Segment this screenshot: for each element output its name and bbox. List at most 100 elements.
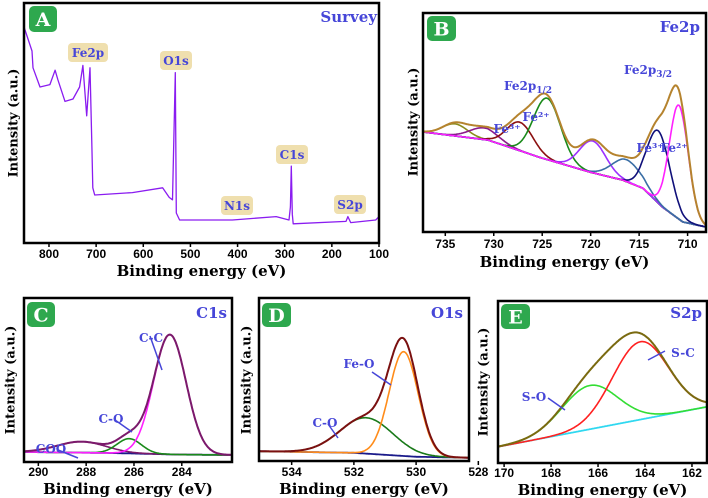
x-axis-label: Binding energy (eV) xyxy=(480,253,650,271)
plot-frame xyxy=(496,299,708,465)
peak-label-feo: Fe-O xyxy=(344,357,375,371)
peak-label-badge xyxy=(221,196,253,215)
envelope-line xyxy=(259,336,469,459)
plot-area xyxy=(24,333,232,456)
x-tick-label: 730 xyxy=(484,237,504,251)
x-tick-label: 534 xyxy=(282,465,302,479)
fit-peak-fe2-2p3-2 xyxy=(423,104,706,226)
panel-letter: E xyxy=(508,307,522,329)
envelope-line xyxy=(24,333,232,456)
annotation-leader-line xyxy=(371,371,392,386)
x-tick-label: 715 xyxy=(629,237,649,251)
y-axis-label: Intensity (a.u.) xyxy=(407,68,422,177)
peak-label-cc: C-C xyxy=(139,331,163,345)
plot-frame xyxy=(22,1,381,245)
x-tick-label: 164 xyxy=(635,466,655,480)
annotation-leader-line xyxy=(57,449,79,459)
y-axis-label: Intensity (a.u.) xyxy=(4,326,19,435)
peak-label-coo: COO xyxy=(36,442,66,456)
peak-label-fe3a: Fe³⁺ xyxy=(493,122,520,136)
peak-label-badge xyxy=(68,43,108,62)
x-tick-label: 300 xyxy=(275,247,295,261)
x-tick-label: 288 xyxy=(76,465,96,479)
x-tick-label: 720 xyxy=(581,237,601,251)
plot-area xyxy=(423,84,706,228)
x-tick-label: 500 xyxy=(180,247,200,261)
peak-label-p32: Fe2p3/2 xyxy=(624,63,672,80)
panel-title: O1s xyxy=(431,304,463,322)
peak-label-co: C-O xyxy=(99,412,124,426)
x-tick-label: 100 xyxy=(369,247,389,261)
panel-letter: D xyxy=(268,305,284,327)
annotation-leader-line xyxy=(647,350,666,361)
panel-letter-badge xyxy=(29,6,57,32)
envelope-line xyxy=(423,84,706,226)
plot-area xyxy=(498,331,707,448)
plot-area xyxy=(259,336,469,459)
peak-label-badge xyxy=(334,195,366,214)
x-tick-label: 170 xyxy=(494,466,514,480)
peak-label-fe2a: Fe²⁺ xyxy=(522,110,549,124)
panel-title: Survey xyxy=(320,8,378,26)
panel-letter-badge xyxy=(262,303,291,327)
peak-label-badge xyxy=(160,51,192,70)
peak-label-fe3b: Fe³⁺ xyxy=(636,141,663,155)
plot-frame xyxy=(22,296,234,464)
x-tick-label: 530 xyxy=(406,465,426,479)
y-axis-label: Intensity (a.u.) xyxy=(240,326,255,435)
x-tick-label: 286 xyxy=(124,465,144,479)
panel-title: C1s xyxy=(196,304,227,322)
x-tick-label: 166 xyxy=(588,466,608,480)
peak-label-subscript: 3/2 xyxy=(656,70,672,80)
x-axis-label: Binding energy (eV) xyxy=(518,481,688,498)
peak-label-s2p: S2p xyxy=(337,198,362,212)
peak-label-o1s: O1s xyxy=(163,54,189,68)
panel-a: 800 700 600 500 400 300 200 100 Binding energy (… xyxy=(7,1,389,280)
panel-title: Fe2p xyxy=(660,18,700,36)
x-tick-label: 800 xyxy=(39,247,59,261)
peak-label-p12: Fe2p1/2 xyxy=(504,79,552,96)
panel-letter-badge xyxy=(427,16,456,41)
x-axis-label: Binding energy (eV) xyxy=(43,480,213,498)
panel-letter: C xyxy=(33,305,48,327)
peak-label-n1s: N1s xyxy=(224,199,250,213)
peak-label-sc: S-C xyxy=(671,346,695,360)
peak-label-so: S-O xyxy=(522,390,547,404)
annotation-leader-line xyxy=(149,335,163,371)
peak-label-c1s: C1s xyxy=(280,148,305,162)
x-axis-label: Binding energy (eV) xyxy=(279,480,449,498)
annotation-leader-line xyxy=(547,397,566,411)
x-tick-label: 200 xyxy=(322,247,342,261)
panel-d: 534 532 530 528 Binding energy (eV) Intensity… xyxy=(240,296,489,498)
panel-letter: B xyxy=(433,19,449,41)
panel-title: S2p xyxy=(670,304,702,322)
y-axis-label: Intensity (a.u.) xyxy=(7,69,22,178)
annotation-leader-line xyxy=(327,423,339,439)
peak-label-co: C-O xyxy=(313,416,338,430)
annotation-leader-line xyxy=(114,419,133,433)
survey-spectrum-line xyxy=(24,26,379,225)
envelope-line xyxy=(498,331,707,448)
x-tick-label: 290 xyxy=(28,465,48,479)
panel-letter: A xyxy=(35,9,51,31)
plot-area xyxy=(24,26,379,225)
peak-label-fe2b: Fe²⁺ xyxy=(660,141,687,155)
panel-letter-badge xyxy=(501,304,530,329)
plot-frame xyxy=(421,11,708,234)
x-tick-label: 400 xyxy=(228,247,248,261)
x-tick-label: 284 xyxy=(172,465,192,479)
panel-b: 735 730 725 720 715 710 Binding energy (eV) Int… xyxy=(407,11,708,271)
x-tick-label: 600 xyxy=(133,247,153,261)
plot-frame xyxy=(257,296,471,463)
x-tick-label: 735 xyxy=(435,237,455,251)
x-tick-label: 528 xyxy=(468,465,488,479)
x-tick-label: 162 xyxy=(682,466,702,480)
peak-label-subscript: 1/2 xyxy=(536,86,552,96)
peak-label-fe2p: Fe2p xyxy=(72,46,104,60)
peak-label-badge xyxy=(276,145,308,164)
x-tick-label: 532 xyxy=(344,465,364,479)
x-tick-label: 700 xyxy=(86,247,106,261)
